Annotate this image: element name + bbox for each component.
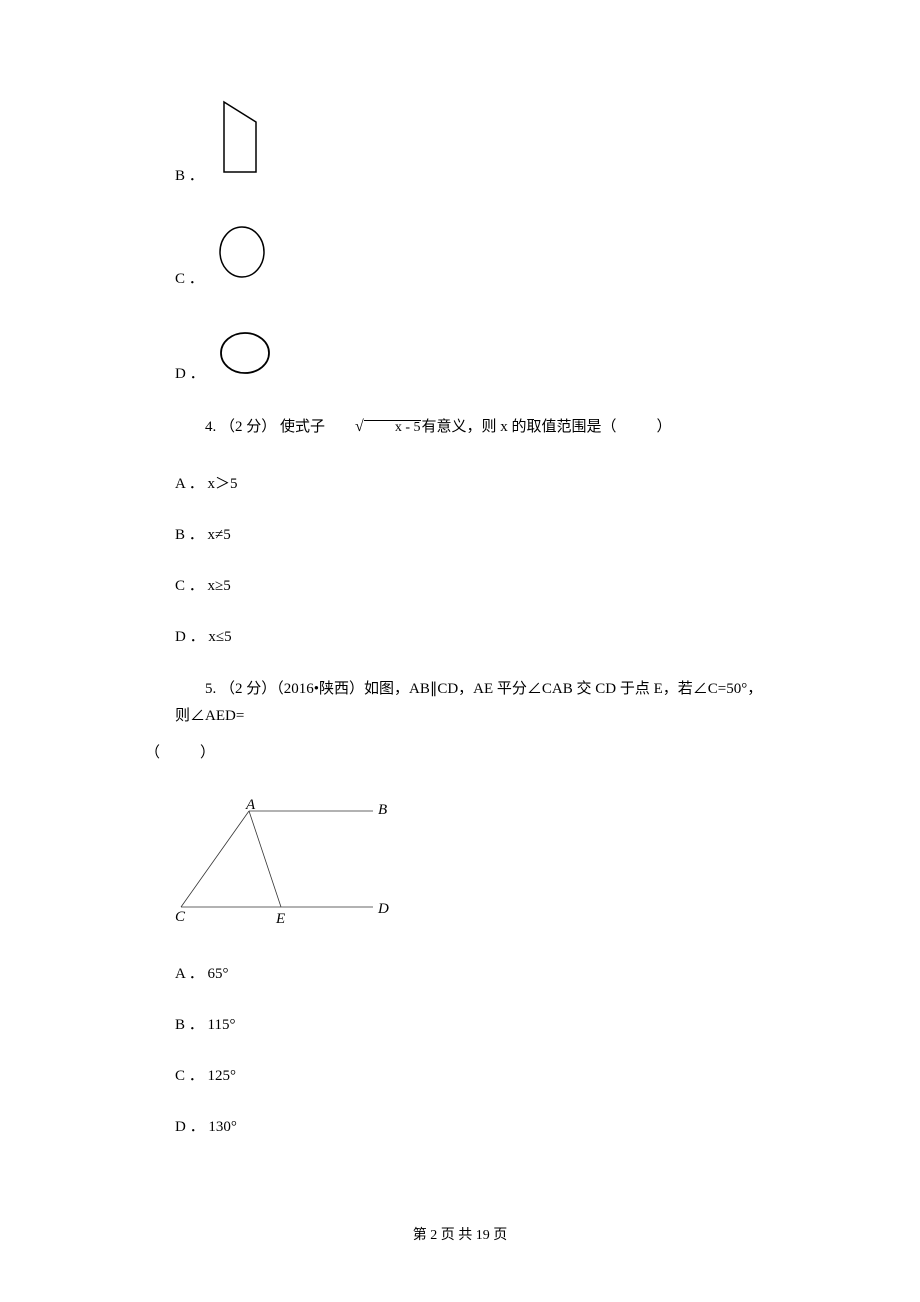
- svg-text:A: A: [245, 797, 256, 813]
- option-b-row: B ．: [175, 100, 765, 185]
- q4-option-b: B ． x≠5: [175, 523, 765, 544]
- page-footer: 第 2 页 共 19 页: [0, 1224, 920, 1244]
- ellipse-shape-d: [215, 328, 277, 378]
- option-d-label: D ．: [175, 362, 205, 383]
- ellipse-shape-c: [214, 225, 274, 283]
- trapezoid-shape: [214, 100, 284, 180]
- q4-option-d: D ． x≤5: [175, 625, 765, 646]
- svg-text:B: B: [378, 802, 387, 818]
- sqrt-content: x - 5: [364, 420, 422, 435]
- q4-option-a: A ． x＞5: [175, 472, 765, 493]
- option-b-label: B ．: [175, 164, 204, 185]
- q5-diagram: A B C D E: [175, 797, 765, 934]
- sqrt-expression: √x - 5: [325, 413, 421, 442]
- shape-d-container: [215, 328, 277, 383]
- shape-b-container: [214, 100, 284, 185]
- q5-option-c: C ． 125°: [175, 1064, 765, 1085]
- q5-option-d: D ． 130°: [175, 1115, 765, 1136]
- option-c-label: C ．: [175, 267, 204, 288]
- q4-paren-close: ）: [657, 419, 672, 435]
- q4-text-pre: 使式子: [280, 419, 325, 435]
- q5-option-a: A ． 65°: [175, 962, 765, 983]
- question-4-text: 4. （2 分） 使式子√x - 5有意义，则 x 的取值范围是（ ）: [175, 413, 765, 442]
- question-5-block: 5. （2 分）（2016•陕西）如图，AB∥CD，AE 平分∠CAB 交 CD…: [175, 676, 765, 1136]
- q5-line1: 5. （2 分）（2016•陕西）如图，AB∥CD，AE 平分∠CAB 交 CD…: [175, 676, 765, 730]
- q4-text-post: 有意义，则 x 的取值范围是（: [421, 419, 616, 435]
- svg-text:E: E: [275, 911, 285, 927]
- svg-text:C: C: [175, 909, 186, 925]
- svg-text:D: D: [377, 901, 389, 917]
- q5-option-b: B ． 115°: [175, 1013, 765, 1034]
- option-d-row: D ．: [175, 328, 765, 383]
- shape-c-container: [214, 225, 274, 288]
- radical-icon: √: [325, 413, 364, 442]
- q5-paren-open: （: [145, 745, 160, 761]
- geometry-diagram: A B C D E: [175, 797, 395, 929]
- q5-paren-close: ）: [200, 745, 215, 761]
- option-c-row: C ．: [175, 225, 765, 288]
- q4-option-c: C ． x≥5: [175, 574, 765, 595]
- q4-number: 4.: [205, 419, 216, 435]
- q5-line2-row: （）: [145, 740, 765, 767]
- q4-points: （2 分）: [220, 419, 276, 435]
